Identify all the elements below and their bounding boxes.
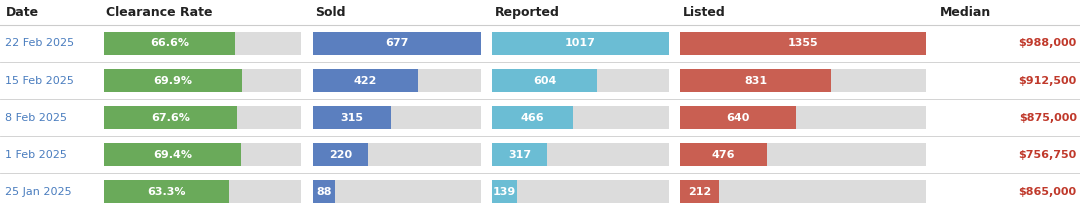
Text: 422: 422 <box>353 76 377 85</box>
Bar <box>680 106 796 129</box>
Bar <box>313 143 481 166</box>
Text: 317: 317 <box>509 150 531 160</box>
Bar <box>313 69 418 92</box>
Bar <box>104 180 301 203</box>
Bar <box>492 180 516 203</box>
Bar <box>104 106 238 129</box>
Text: 1017: 1017 <box>565 38 596 49</box>
Text: 69.9%: 69.9% <box>153 76 192 85</box>
Text: Sold: Sold <box>315 6 346 19</box>
Text: 8 Feb 2025: 8 Feb 2025 <box>5 113 67 122</box>
Text: 315: 315 <box>340 113 364 122</box>
Text: 139: 139 <box>492 186 516 197</box>
Bar <box>104 32 301 55</box>
Bar <box>492 32 669 55</box>
Bar <box>492 106 573 129</box>
Bar <box>313 180 335 203</box>
Text: 67.6%: 67.6% <box>151 113 190 122</box>
Text: 604: 604 <box>534 76 556 85</box>
Bar <box>313 69 481 92</box>
Bar <box>313 180 481 203</box>
Bar <box>680 143 767 166</box>
Text: 88: 88 <box>316 186 332 197</box>
Text: 640: 640 <box>727 113 750 122</box>
Bar <box>492 143 669 166</box>
Text: 22 Feb 2025: 22 Feb 2025 <box>5 38 75 49</box>
Bar <box>104 106 301 129</box>
Bar <box>680 69 926 92</box>
Bar <box>492 106 669 129</box>
Bar <box>680 143 926 166</box>
Text: $912,500: $912,500 <box>1018 76 1077 85</box>
Text: Reported: Reported <box>495 6 559 19</box>
Text: Median: Median <box>940 6 990 19</box>
Bar <box>492 69 597 92</box>
Bar <box>492 69 669 92</box>
Text: 69.4%: 69.4% <box>152 150 192 160</box>
Bar <box>313 106 391 129</box>
Text: 677: 677 <box>386 38 408 49</box>
Bar <box>104 32 235 55</box>
Bar <box>680 69 831 92</box>
Bar <box>313 32 481 55</box>
Bar <box>680 32 926 55</box>
Text: 212: 212 <box>688 186 712 197</box>
Bar <box>492 32 669 55</box>
Text: 466: 466 <box>521 113 544 122</box>
Text: $756,750: $756,750 <box>1018 150 1077 160</box>
Text: Listed: Listed <box>683 6 726 19</box>
Bar <box>492 180 669 203</box>
Bar <box>313 143 367 166</box>
Text: Clearance Rate: Clearance Rate <box>106 6 213 19</box>
Text: 220: 220 <box>328 150 352 160</box>
Text: 1355: 1355 <box>787 38 819 49</box>
Bar <box>104 143 241 166</box>
Bar <box>313 32 481 55</box>
Bar <box>104 69 242 92</box>
Text: 1 Feb 2025: 1 Feb 2025 <box>5 150 67 160</box>
Text: 66.6%: 66.6% <box>150 38 189 49</box>
Bar <box>104 69 301 92</box>
Bar <box>313 106 481 129</box>
Text: 63.3%: 63.3% <box>147 186 186 197</box>
Bar <box>680 106 926 129</box>
Text: $875,000: $875,000 <box>1018 113 1077 122</box>
Bar <box>492 143 548 166</box>
Text: 476: 476 <box>712 150 735 160</box>
Text: $865,000: $865,000 <box>1018 186 1077 197</box>
Bar <box>680 180 926 203</box>
Text: 831: 831 <box>744 76 767 85</box>
Text: 15 Feb 2025: 15 Feb 2025 <box>5 76 75 85</box>
Bar <box>104 143 301 166</box>
Bar <box>680 32 926 55</box>
Bar <box>680 180 719 203</box>
Text: Date: Date <box>5 6 39 19</box>
Text: 25 Jan 2025: 25 Jan 2025 <box>5 186 72 197</box>
Text: $988,000: $988,000 <box>1018 38 1077 49</box>
Bar <box>104 180 229 203</box>
